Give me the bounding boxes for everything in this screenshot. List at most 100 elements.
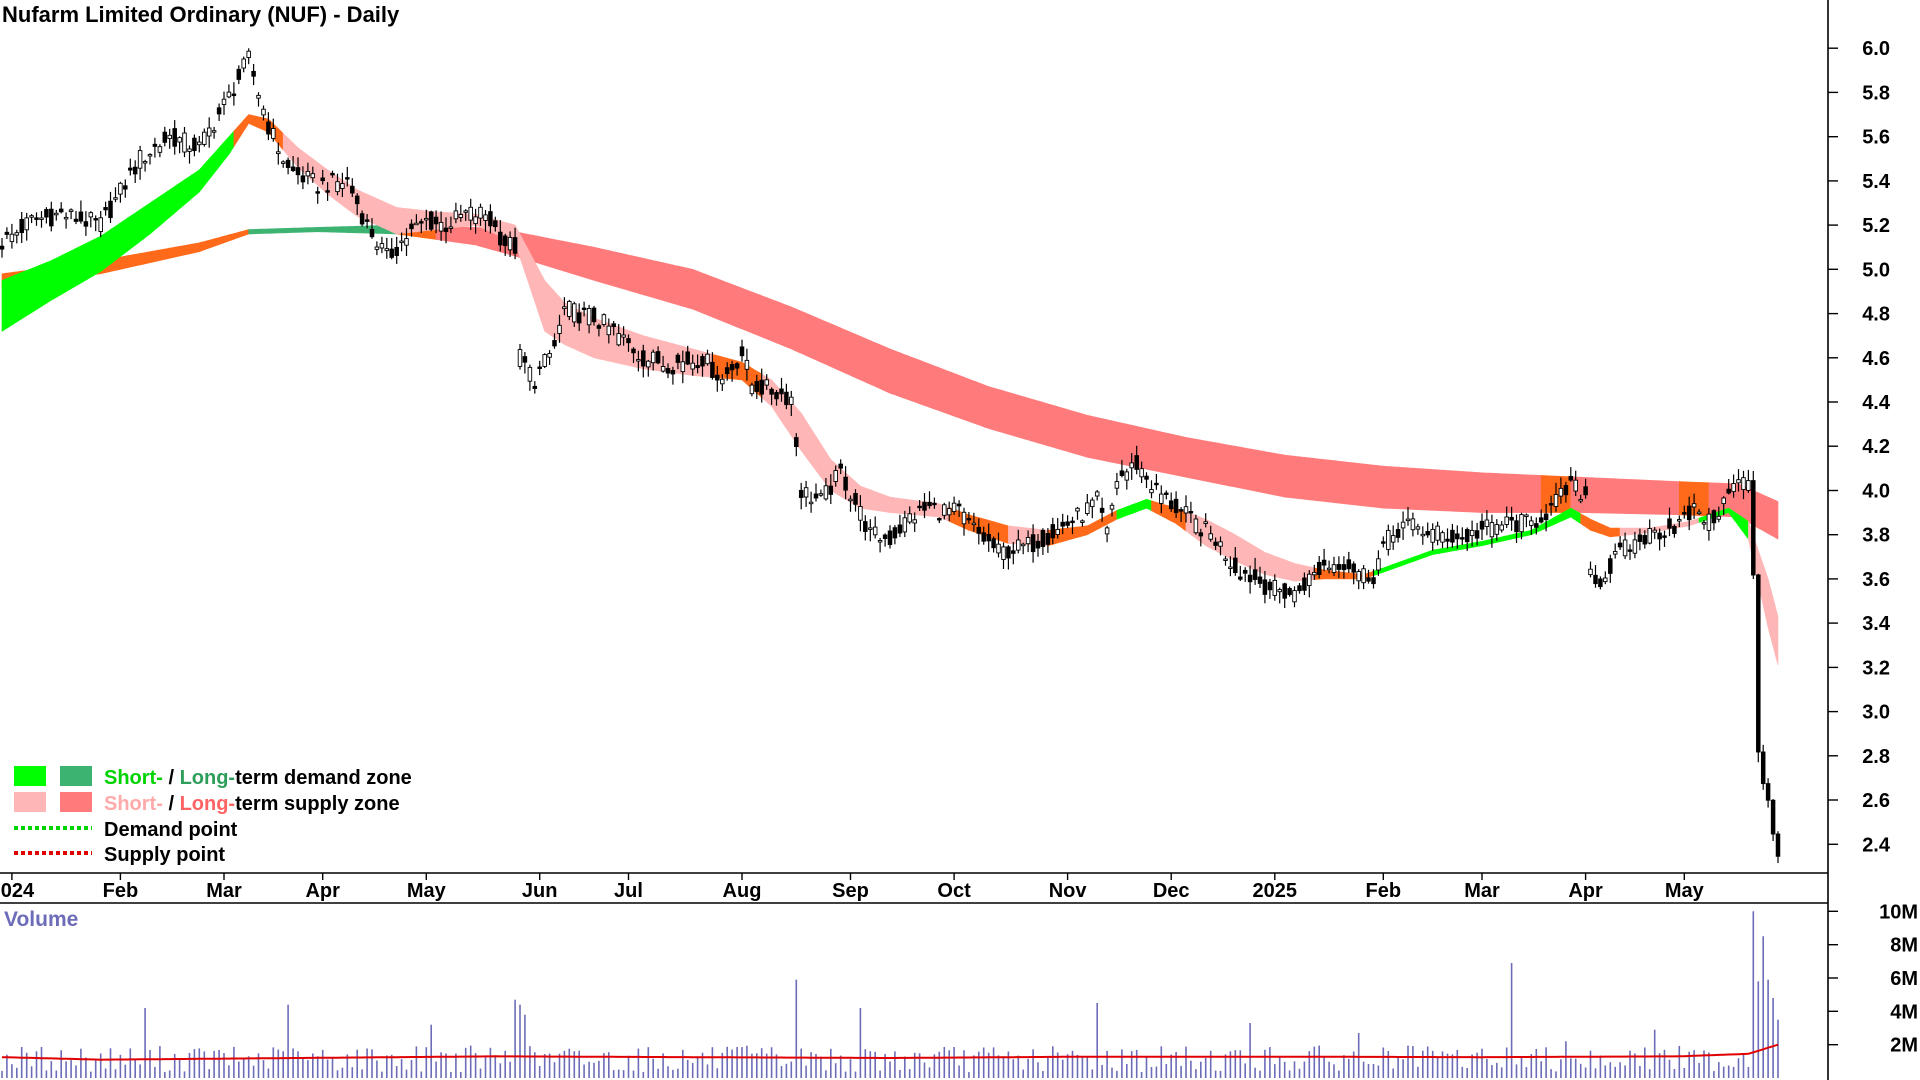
candle-body bbox=[340, 183, 345, 189]
candle-body bbox=[463, 210, 468, 213]
candle-body bbox=[335, 181, 340, 193]
candle-body bbox=[1282, 583, 1287, 599]
candle-body bbox=[991, 538, 996, 549]
chart-title: Nufarm Limited Ordinary (NUF) - Daily bbox=[2, 2, 400, 27]
candle-body bbox=[1469, 529, 1475, 537]
candle-body bbox=[438, 221, 444, 232]
candle-body bbox=[1558, 487, 1564, 497]
candle-body bbox=[946, 508, 952, 516]
candle-body bbox=[863, 521, 868, 532]
candle-body bbox=[1499, 524, 1504, 531]
candle-body bbox=[724, 367, 730, 375]
candle-body bbox=[1035, 540, 1041, 549]
candle-body bbox=[443, 227, 449, 233]
candle-body bbox=[1553, 494, 1559, 507]
chart-legend: Short- / Long-term demand zone Short- / … bbox=[14, 766, 412, 866]
candle-body bbox=[1726, 488, 1731, 494]
legend-supply-zone-label: Short- / Long-term supply zone bbox=[104, 793, 400, 815]
candle-body bbox=[330, 172, 335, 176]
candle-body bbox=[695, 365, 700, 369]
candle-body bbox=[1529, 520, 1534, 526]
candle-body bbox=[1617, 542, 1623, 548]
candle-body bbox=[1652, 529, 1657, 533]
candle-body bbox=[1746, 480, 1751, 491]
candle-body bbox=[1775, 833, 1781, 857]
candle-body bbox=[197, 141, 202, 146]
candle-body bbox=[764, 379, 769, 386]
candle-body bbox=[448, 226, 454, 229]
candle-body bbox=[1420, 533, 1426, 537]
candle-body bbox=[108, 200, 113, 219]
legend-short-word: Short- bbox=[104, 793, 163, 815]
candle-body bbox=[83, 221, 89, 227]
candle-body bbox=[1548, 503, 1554, 506]
candle-body bbox=[389, 248, 394, 258]
candle-body bbox=[818, 493, 824, 496]
candle-body bbox=[88, 212, 94, 218]
candle-body bbox=[591, 307, 597, 323]
candle-body bbox=[285, 159, 291, 168]
y-tick-label: 5.4 bbox=[1862, 171, 1891, 193]
candle-body bbox=[1430, 528, 1435, 543]
candle-body bbox=[897, 524, 903, 534]
candle-body bbox=[1129, 462, 1134, 469]
candle-body bbox=[537, 366, 542, 369]
long-term-zone-band bbox=[1570, 476, 1680, 516]
candle-body bbox=[601, 314, 607, 325]
legend-long-word: Long- bbox=[180, 767, 236, 789]
candle-body bbox=[576, 312, 582, 324]
candle-body bbox=[63, 216, 69, 220]
candle-body bbox=[4, 231, 10, 235]
candle-body bbox=[1390, 535, 1396, 543]
candle-body bbox=[981, 532, 986, 542]
candle-body bbox=[1691, 503, 1697, 508]
candle-body bbox=[1440, 532, 1445, 543]
candle-body bbox=[685, 351, 690, 365]
candle-body bbox=[1637, 534, 1643, 542]
candle-body bbox=[542, 354, 547, 367]
candle-body bbox=[986, 533, 991, 542]
candle-body bbox=[532, 385, 538, 389]
candle-body bbox=[942, 504, 947, 516]
candle-body bbox=[157, 146, 163, 153]
candle-body bbox=[236, 68, 242, 80]
candle-body bbox=[310, 173, 316, 179]
candle-body bbox=[848, 498, 853, 502]
candle-body bbox=[1134, 455, 1139, 470]
candle-body bbox=[1435, 525, 1440, 541]
y-tick-label: 3.4 bbox=[1862, 613, 1891, 635]
candle-body bbox=[39, 217, 44, 220]
candle-body bbox=[1741, 477, 1746, 491]
candle-body bbox=[902, 517, 908, 533]
candle-body bbox=[966, 517, 972, 521]
candle-body bbox=[1568, 475, 1574, 481]
candle-body bbox=[1647, 528, 1652, 544]
candle-body bbox=[690, 362, 695, 370]
candle-body bbox=[1588, 568, 1593, 576]
candle-body bbox=[1514, 520, 1519, 533]
candle-body bbox=[823, 485, 829, 500]
candle-body bbox=[1524, 514, 1529, 517]
candle-body bbox=[1593, 574, 1598, 585]
candle-body bbox=[749, 384, 755, 395]
candle-body bbox=[1410, 518, 1416, 531]
candle-body bbox=[1608, 558, 1613, 574]
candle-body bbox=[1267, 581, 1273, 591]
legend-rest: term supply zone bbox=[235, 793, 399, 815]
candle-body bbox=[300, 175, 306, 183]
candle-body bbox=[1721, 497, 1726, 505]
candle-body bbox=[468, 206, 473, 221]
candle-body bbox=[1257, 576, 1263, 584]
legend-swatch-long-supply bbox=[60, 792, 92, 812]
candle-body bbox=[1381, 541, 1386, 544]
candle-body bbox=[1055, 528, 1060, 535]
candle-body bbox=[838, 463, 843, 469]
candle-body bbox=[147, 154, 153, 157]
candle-body bbox=[1218, 541, 1223, 547]
candle-body bbox=[14, 232, 20, 236]
candle-body bbox=[956, 503, 962, 507]
candle-body bbox=[1060, 521, 1065, 527]
candle-body bbox=[1346, 559, 1352, 570]
candle-body bbox=[567, 300, 572, 317]
candle-body bbox=[1563, 485, 1569, 496]
